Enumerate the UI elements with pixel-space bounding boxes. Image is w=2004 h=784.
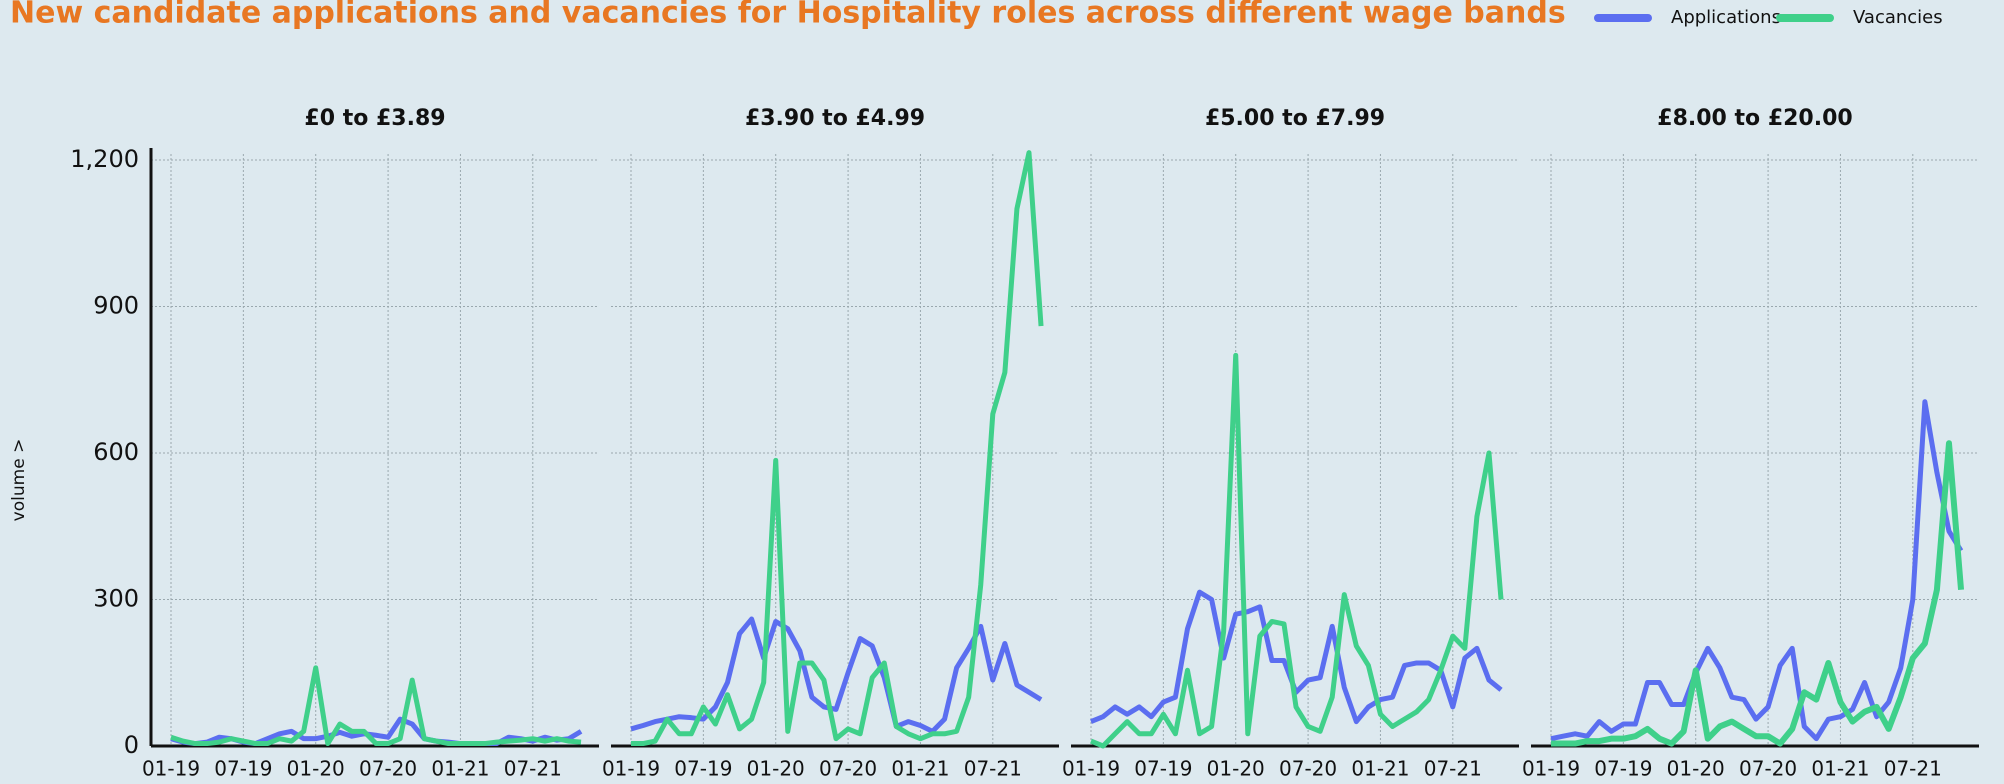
y-tick-label: 900 <box>93 292 139 320</box>
x-tick-label: 01-19 <box>142 757 200 781</box>
x-tick-label: 07-20 <box>1739 757 1797 781</box>
legend-label: Applications <box>1671 7 1781 28</box>
x-tick-label: 01-20 <box>1667 757 1725 781</box>
data-line <box>1090 352 1504 749</box>
legend-label: Vacancies <box>1853 7 1943 28</box>
x-tick-label: 01-20 <box>1207 757 1265 781</box>
y-tick-label: 300 <box>93 585 139 613</box>
x-tick-label: 07-21 <box>1424 757 1482 781</box>
data-line <box>631 150 1044 747</box>
x-tick-label: 01-20 <box>287 757 345 781</box>
panel-title: £5.00 to £7.99 <box>1205 106 1385 131</box>
x-tick-label: 07-20 <box>1279 757 1337 781</box>
x-tick-label: 01-19 <box>1522 757 1580 781</box>
x-tick-label: 07-19 <box>1594 757 1652 781</box>
x-tick-label: 07-21 <box>504 757 562 781</box>
x-tick-label: 07-20 <box>819 757 877 781</box>
panel-title: £3.90 to £4.99 <box>745 106 925 131</box>
y-tick-label: 0 <box>124 731 139 759</box>
x-tick-label: 01-21 <box>1351 757 1409 781</box>
x-tick-label: 01-21 <box>431 757 489 781</box>
x-tick-label: 07-19 <box>214 757 272 781</box>
x-tick-label: 01-21 <box>891 757 949 781</box>
chart-title: New candidate applications and vacancies… <box>10 0 1566 31</box>
x-tick-label: 07-20 <box>359 757 417 781</box>
x-tick-label: 01-20 <box>747 757 805 781</box>
y-tick-label: 1,200 <box>70 145 139 173</box>
x-tick-label: 07-19 <box>1134 757 1192 781</box>
x-tick-label: 01-19 <box>602 757 660 781</box>
y-tick-label: 600 <box>93 438 139 466</box>
panel-title: £0 to £3.89 <box>304 106 445 131</box>
data-line <box>1551 440 1965 747</box>
x-tick-label: 07-19 <box>674 757 732 781</box>
x-tick-label: 01-19 <box>1062 757 1120 781</box>
y-axis-label: volume > <box>9 439 29 522</box>
x-tick-label: 07-21 <box>964 757 1022 781</box>
data-line <box>170 665 582 747</box>
x-tick-label: 07-21 <box>1884 757 1942 781</box>
panel-title: £8.00 to £20.00 <box>1657 106 1852 131</box>
data-line <box>1550 399 1964 742</box>
x-tick-label: 01-21 <box>1811 757 1869 781</box>
